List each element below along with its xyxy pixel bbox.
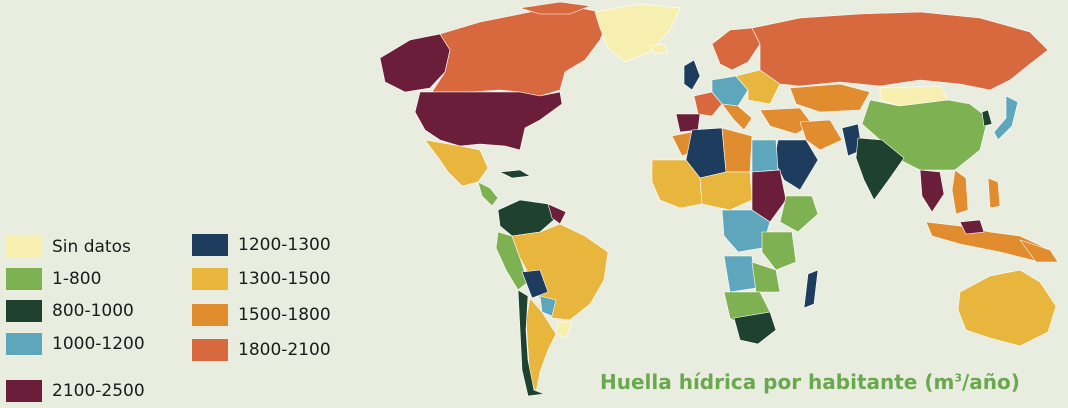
- legend-item-800-1000: 800-1000: [6, 300, 134, 322]
- mexico-region: [424, 139, 489, 187]
- legend-swatch: [192, 304, 228, 326]
- legend-label: 800-1000: [52, 301, 134, 321]
- legend-swatch: [6, 333, 42, 355]
- legend-item-sin-datos: Sin datos: [6, 236, 131, 258]
- north-america: [379, 1, 681, 207]
- legend-swatch: [192, 234, 228, 256]
- philippines-region: [987, 177, 1001, 209]
- kazakhstan-region: [789, 83, 871, 113]
- south-america: [495, 199, 609, 397]
- australia-region: [957, 269, 1057, 347]
- south-africa-region: [733, 311, 777, 345]
- legend-item-2100-2500: 2100-2500: [6, 380, 145, 402]
- angola-region: [723, 255, 757, 293]
- legend-label: 2100-2500: [52, 381, 145, 401]
- legend-item-1000-1200: 1000-1200: [6, 333, 145, 355]
- east-africa-region: [761, 231, 797, 271]
- legend-label: 1800-2100: [238, 340, 331, 360]
- japan-region: [993, 95, 1019, 141]
- chile-region: [517, 289, 545, 397]
- legend-swatch: [6, 268, 42, 290]
- new-guinea-region: [1019, 239, 1059, 263]
- legend-label: 1300-1500: [238, 269, 331, 289]
- vietnam-region: [951, 169, 969, 215]
- greenland-region: [594, 3, 681, 63]
- niger-chad-region: [699, 171, 753, 211]
- sahel-west-region: [651, 159, 703, 209]
- legend-label: 1200-1300: [238, 235, 331, 255]
- africa: [651, 127, 819, 345]
- malaysia-region: [959, 219, 985, 235]
- scandinavia-region: [711, 27, 761, 71]
- sudan-region: [751, 169, 787, 223]
- legend-swatch: [192, 268, 228, 290]
- legend-item-1-800: 1-800: [6, 268, 101, 290]
- iran-region: [799, 119, 843, 151]
- russia-region: [751, 11, 1049, 91]
- southeast-asia-region: [919, 169, 945, 213]
- uruguay-region: [555, 321, 573, 339]
- egypt-region: [751, 139, 779, 173]
- central-america-region: [477, 181, 499, 207]
- libya-region: [721, 127, 753, 173]
- zambia-region: [751, 261, 781, 293]
- argentina-region: [525, 297, 557, 393]
- map-title-prefix: Huella hídrica por habitante (m: [600, 370, 955, 394]
- italy-balkans-region: [721, 103, 753, 131]
- colombia-venezuela-region: [497, 199, 557, 237]
- map-title-superscript: 3: [954, 371, 962, 385]
- legend-swatch: [6, 236, 42, 258]
- cuba-region: [498, 169, 531, 179]
- india-region: [855, 137, 905, 201]
- europe: [649, 27, 781, 133]
- france-region: [693, 91, 723, 117]
- bolivia-region: [521, 269, 549, 299]
- canada-islands: [519, 1, 592, 15]
- canada-region: [431, 7, 611, 97]
- legend-swatch: [192, 339, 228, 361]
- uk-region: [683, 59, 701, 91]
- usa-region: [414, 91, 563, 151]
- korea-region: [981, 109, 993, 127]
- iberia-region: [675, 113, 701, 133]
- madagascar-region: [803, 269, 819, 309]
- legend-label: Sin datos: [52, 237, 131, 257]
- legend-label: 1000-1200: [52, 334, 145, 354]
- legend-item-1300-1500: 1300-1500: [192, 268, 331, 290]
- asia: [751, 11, 1051, 263]
- legend-item-1200-1300: 1200-1300: [192, 234, 331, 256]
- map-title: Huella hídrica por habitante (m3/año): [600, 370, 1020, 394]
- iceland-region: [649, 43, 669, 55]
- oceania: [957, 239, 1059, 347]
- legend-item-1500-1800: 1500-1800: [192, 304, 331, 326]
- paraguay-region: [539, 295, 557, 317]
- ethiopia-region: [779, 195, 819, 233]
- map-title-suffix: /año): [961, 370, 1020, 394]
- legend-swatch: [6, 380, 42, 402]
- legend-swatch: [6, 300, 42, 322]
- legend-item-1800-2100: 1800-2100: [192, 339, 331, 361]
- legend-label: 1-800: [52, 269, 102, 289]
- legend-label: 1500-1800: [238, 305, 331, 325]
